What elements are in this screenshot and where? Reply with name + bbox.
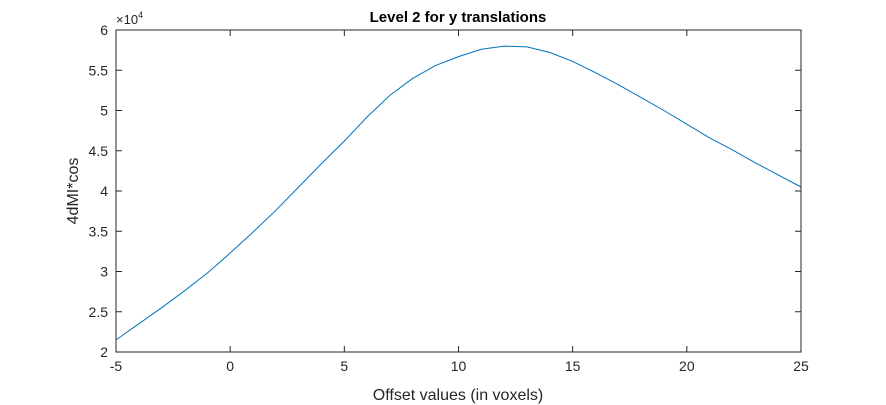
- y-tick-label: 5.5: [89, 62, 109, 78]
- plot-area: [116, 30, 801, 352]
- x-tick-label: 25: [793, 358, 809, 374]
- tick-layer: -5 0 5 10 15 20 25 2 2.5 3 3.5 4 4.5 5 5.5 6: [89, 22, 809, 374]
- x-tick-label: 10: [451, 358, 467, 374]
- y-axis-label: 4dMI*cos: [65, 158, 82, 225]
- x-tick-label: 0: [226, 358, 234, 374]
- y-tick-label: 6: [100, 22, 108, 38]
- y-exponent-prefix: ×10: [116, 12, 138, 27]
- y-tick-label: 2.5: [89, 304, 109, 320]
- y-tick-label: 5: [100, 103, 108, 119]
- x-tick-label: 5: [340, 358, 348, 374]
- x-tick-label: 20: [679, 358, 695, 374]
- x-tick-label: -5: [110, 358, 123, 374]
- y-tick-label: 3: [100, 264, 108, 280]
- y-tick-label: 4.5: [89, 143, 109, 159]
- y-exponent-power: 4: [138, 10, 143, 20]
- y-tick-label: 4: [100, 183, 108, 199]
- y-exponent-label: ×104: [116, 10, 143, 27]
- x-tick-label: 15: [565, 358, 581, 374]
- plot-box: [115, 29, 802, 353]
- series-line: [115, 45, 802, 341]
- series-layer: [115, 45, 802, 341]
- x-axis-label: Offset values (in voxels): [373, 387, 543, 404]
- y-tick-label: 2: [100, 344, 108, 360]
- y-tick-label: 3.5: [89, 223, 109, 239]
- chart-title: Level 2 for y translations: [370, 9, 547, 26]
